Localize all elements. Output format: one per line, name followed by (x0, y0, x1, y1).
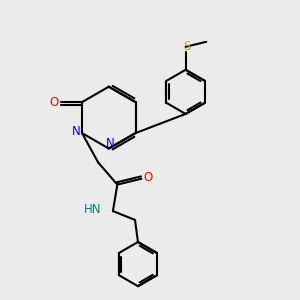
Text: N: N (106, 137, 115, 150)
Text: S: S (183, 40, 191, 53)
Text: HN: HN (84, 203, 102, 216)
Text: O: O (50, 96, 59, 109)
Text: O: O (143, 171, 153, 184)
Text: N: N (72, 125, 81, 138)
